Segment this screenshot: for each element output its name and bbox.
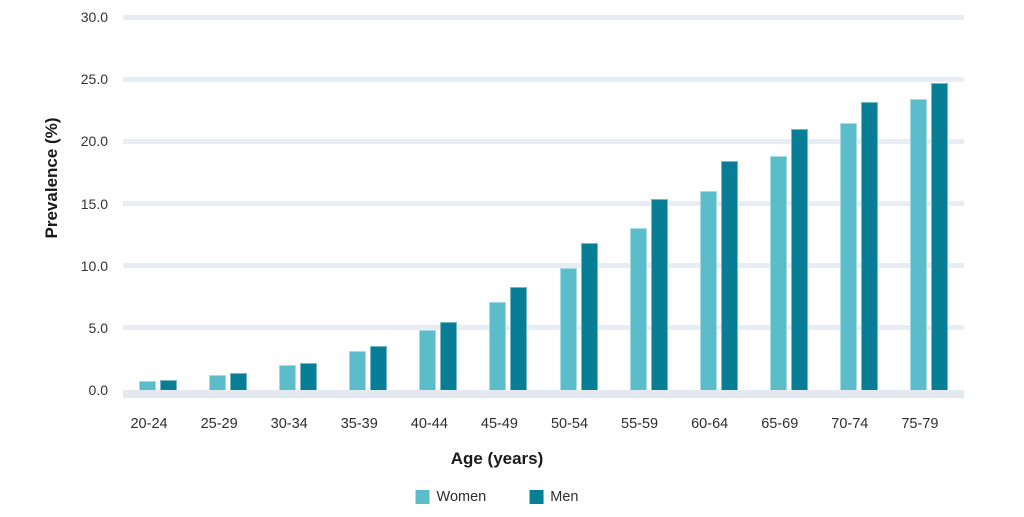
legend-label-men: Men <box>550 489 579 505</box>
bar-group-20-24 <box>123 17 193 390</box>
legend-label-women: Women <box>436 489 487 505</box>
x-tick-label-75-79: 75-79 <box>901 416 939 432</box>
bar-group-60-64 <box>684 17 754 390</box>
x-tick-label-65-69: 65-69 <box>761 416 799 432</box>
gridline-30 <box>123 14 964 20</box>
bar-women-45-49 <box>489 301 507 390</box>
bar-group-25-29 <box>193 17 263 390</box>
y-tick-label-20.0: 20.0 <box>80 133 108 150</box>
x-axis-tick-labels: 20-24 25-29 30-34 35-39 40-44 45-49 50-54 55-59… <box>114 413 955 435</box>
bar-group-45-49 <box>473 17 543 390</box>
gridline-5 <box>123 325 964 331</box>
bar-men-70-74 <box>860 101 878 390</box>
legend-item-women: Women <box>415 489 487 505</box>
x-tick-label-70-74: 70-74 <box>831 416 869 432</box>
legend-swatch-men <box>529 490 544 504</box>
gridline-10 <box>123 263 964 269</box>
x-tick-label-55-59: 55-59 <box>621 416 659 432</box>
bar-men-25-29 <box>230 372 248 390</box>
bar-men-60-64 <box>720 161 738 390</box>
bar-women-60-64 <box>699 191 717 390</box>
bar-group-40-44 <box>403 17 473 390</box>
bar-women-30-34 <box>279 365 297 390</box>
bar-men-20-24 <box>160 380 178 390</box>
bar-women-25-29 <box>209 375 227 390</box>
y-tick-label-25.0: 25.0 <box>80 71 108 88</box>
x-tick-label-40-44: 40-44 <box>410 416 448 432</box>
bar-men-50-54 <box>580 243 598 390</box>
x-tick-label-25-29: 25-29 <box>200 416 238 432</box>
bar-men-65-69 <box>790 128 808 390</box>
gridline-15 <box>123 201 964 206</box>
legend-item-men: Men <box>529 489 578 505</box>
bar-groups <box>123 17 964 390</box>
bar-men-30-34 <box>300 362 318 390</box>
bar-women-55-59 <box>629 228 647 390</box>
y-tick-label-30.0: 30.0 <box>80 9 108 25</box>
legend-swatch-women <box>415 490 430 504</box>
bar-women-75-79 <box>909 99 927 390</box>
bar-group-55-59 <box>614 17 684 390</box>
bar-group-75-79 <box>894 17 964 390</box>
plot-area <box>123 14 964 398</box>
bar-women-35-39 <box>349 351 367 390</box>
y-tick-label-10.0: 10.0 <box>80 257 108 274</box>
x-axis-baseline <box>123 390 964 398</box>
bar-women-70-74 <box>839 122 857 390</box>
bar-group-70-74 <box>824 17 894 390</box>
bar-men-75-79 <box>930 82 948 390</box>
x-tick-label-35-39: 35-39 <box>340 416 378 432</box>
bar-women-50-54 <box>559 268 577 390</box>
legend: Women Men <box>415 489 578 505</box>
x-tick-label-20-24: 20-24 <box>130 416 168 432</box>
y-axis-tick-labels: 0.0 5.0 10.0 15.0 20.0 25.0 30.0 <box>0 9 108 398</box>
bar-women-20-24 <box>139 381 157 390</box>
bar-group-30-34 <box>263 17 333 390</box>
y-tick-label-15.0: 15.0 <box>80 195 108 212</box>
bar-group-65-69 <box>754 17 824 390</box>
bar-women-40-44 <box>419 330 437 390</box>
x-axis-title: Age (years) <box>450 449 544 468</box>
x-tick-label-50-54: 50-54 <box>550 416 589 432</box>
bar-men-35-39 <box>370 346 388 390</box>
bar-group-35-39 <box>333 17 403 390</box>
y-tick-label-0.0: 0.0 <box>88 382 108 398</box>
y-tick-label-5.0: 5.0 <box>88 319 108 336</box>
x-tick-label-30-34: 30-34 <box>270 416 308 432</box>
bar-men-40-44 <box>440 321 458 390</box>
gridline-25 <box>123 76 964 82</box>
gridline-20 <box>123 138 964 144</box>
x-tick-label-45-49: 45-49 <box>480 416 518 432</box>
bar-group-50-54 <box>543 17 613 390</box>
bar-women-65-69 <box>769 156 787 390</box>
bar-men-45-49 <box>510 286 528 390</box>
bar-men-55-59 <box>650 198 668 390</box>
x-tick-label-60-64: 60-64 <box>691 416 729 432</box>
